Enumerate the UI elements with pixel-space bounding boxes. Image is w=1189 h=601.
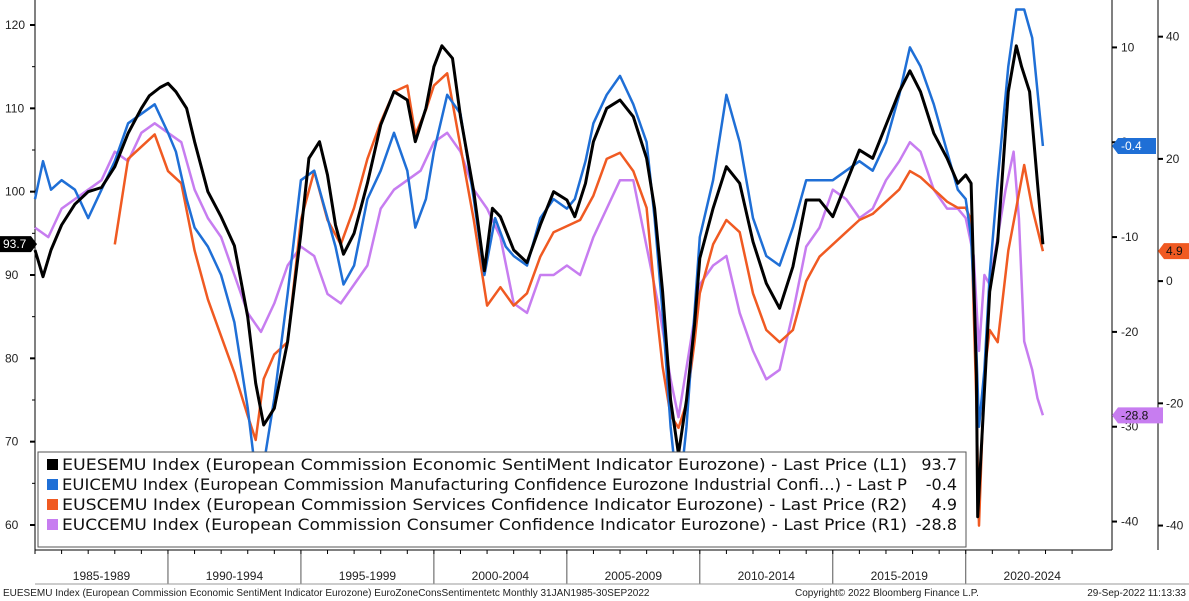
legend-label: EUESEMU Index (European Commission Econo… — [62, 455, 907, 474]
legend-value: 4.9 — [932, 495, 957, 514]
series-line-euesemu — [33, 44, 1045, 519]
legend-value: 93.7 — [921, 455, 957, 474]
outer-tick-label: -20 — [1166, 396, 1184, 410]
left-tick-label: 60 — [5, 518, 19, 532]
footer-description: EUESEMU Index (European Commission Econo… — [3, 588, 650, 599]
outer-tick-label: -40 — [1166, 519, 1184, 533]
legend-swatch — [47, 499, 58, 510]
inner-tick-label: 10 — [1121, 40, 1135, 54]
period-label: 2000-2004 — [472, 569, 530, 583]
price-tag-text: 93.7 — [3, 237, 27, 251]
legend: EUESEMU Index (European Commission Econo… — [37, 451, 967, 548]
period-label: 2010-2014 — [738, 569, 796, 583]
price-tag-left: 93.7 — [0, 236, 37, 253]
left-tick-label: 120 — [5, 18, 25, 32]
inner-tick-label: -10 — [1121, 230, 1139, 244]
price-tags: 93.7 -0.4 4.9 -28.8 — [0, 138, 1189, 424]
legend-swatch — [47, 459, 58, 470]
legend-entry: EUICEMU Index (European Commission Manuf… — [47, 475, 957, 494]
outer-tick-label: 0 — [1166, 274, 1173, 288]
legend-label: EUICEMU Index (European Commission Manuf… — [62, 475, 907, 494]
series-line-euicemu — [33, 8, 1045, 504]
legend-label: EUSCEMU Index (European Commission Servi… — [62, 495, 907, 514]
period-label: 2005-2009 — [605, 569, 663, 583]
inner-tick-label: -40 — [1121, 515, 1139, 529]
price-tag-text: 4.9 — [1166, 244, 1183, 258]
legend-box — [37, 451, 967, 548]
footer: EUESEMU Index (European Commission Econo… — [3, 588, 1186, 599]
legend-value: -28.8 — [916, 515, 957, 534]
period-label: 2020-2024 — [1004, 569, 1062, 583]
left-tick-label: 90 — [5, 268, 19, 282]
period-label: 1985-1989 — [73, 569, 131, 583]
right-axis-inner: -40-30-20-10010 — [1111, 0, 1139, 550]
footer-copyright: Copyright© 2022 Bloomberg Finance L.P. — [795, 588, 979, 599]
price-tag-right: -0.4 — [1112, 138, 1156, 155]
left-tick-label: 110 — [5, 101, 24, 115]
period-label: 1995-1999 — [339, 569, 397, 583]
price-tag-text: -0.4 — [1121, 139, 1142, 153]
left-tick-label: 70 — [5, 435, 19, 449]
series-line-euccemu — [34, 122, 1045, 419]
outer-tick-label: 20 — [1166, 152, 1180, 166]
price-tag-right: -28.8 — [1112, 407, 1163, 424]
period-label: 1990-1994 — [206, 569, 264, 583]
legend-value: -0.4 — [926, 475, 957, 494]
price-tag-text: -28.8 — [1121, 408, 1149, 422]
price-tag-right: 4.9 — [1158, 243, 1189, 260]
left-axis: 60 70 80 90 100 110 120 — [5, 0, 36, 550]
legend-entry: EUCCEMU Index (European Commission Consu… — [47, 515, 957, 534]
legend-swatch — [47, 479, 58, 490]
left-tick-label: 100 — [5, 185, 25, 199]
legend-label: EUCCEMU Index (European Commission Consu… — [62, 515, 907, 534]
legend-entry: EUESEMU Index (European Commission Econo… — [47, 455, 957, 474]
inner-tick-label: -20 — [1121, 325, 1139, 339]
period-axis: 1985-1989 1990-1994 1995-1999 2000-2004 2005… — [34, 549, 1189, 585]
footer-timestamp: 29-Sep-2022 11:13:33 — [1087, 588, 1186, 599]
legend-swatch — [47, 519, 58, 530]
legend-entry: EUSCEMU Index (European Commission Servi… — [47, 495, 957, 514]
left-tick-label: 80 — [5, 351, 19, 365]
series-layer — [33, 8, 1045, 527]
right-axis-outer: -40 -20 0 20 40 — [1157, 0, 1184, 550]
period-label: 2015-2019 — [871, 569, 929, 583]
outer-tick-label: 40 — [1166, 30, 1180, 44]
